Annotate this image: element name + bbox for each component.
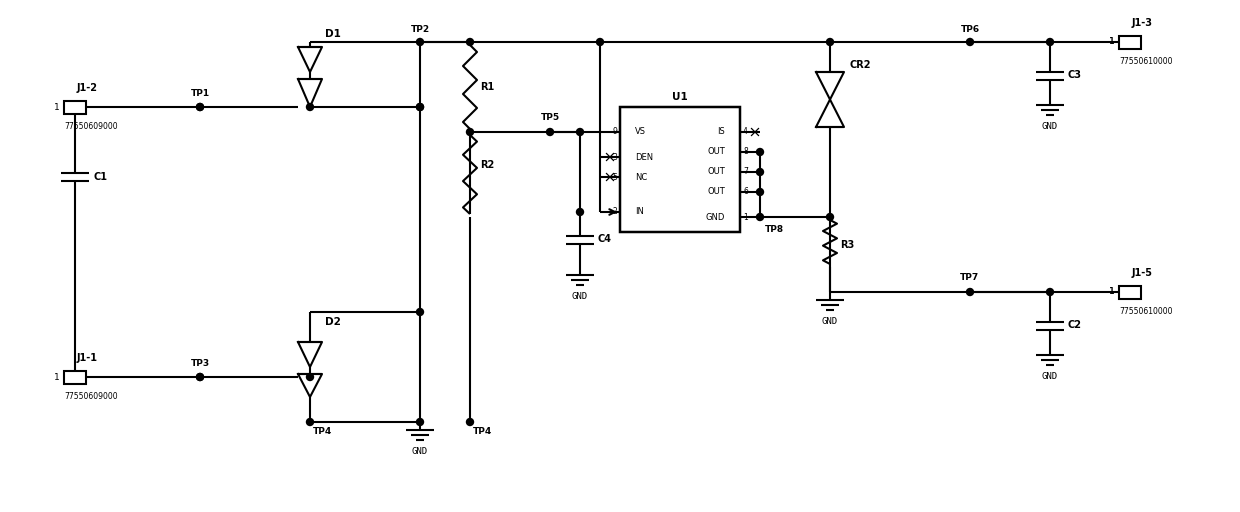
Circle shape	[756, 188, 764, 196]
Bar	[1118, 286, 1141, 298]
Circle shape	[417, 103, 424, 111]
Text: J1-3: J1-3	[1132, 18, 1153, 28]
Text: GND: GND	[706, 212, 725, 222]
Text: 5: 5	[613, 173, 618, 181]
Text: C2: C2	[1068, 319, 1083, 330]
Text: VS: VS	[635, 127, 646, 137]
Text: OUT: OUT	[707, 147, 725, 157]
Text: TP7: TP7	[960, 273, 980, 282]
Text: GND: GND	[1042, 122, 1058, 131]
Text: TP8: TP8	[765, 225, 784, 234]
Text: 1: 1	[1110, 37, 1115, 47]
Bar	[620, 107, 740, 232]
Text: D1: D1	[325, 29, 341, 39]
Circle shape	[577, 208, 584, 216]
Text: IN: IN	[635, 207, 644, 217]
Text: TP5: TP5	[541, 113, 559, 122]
Text: R2: R2	[480, 160, 495, 169]
Circle shape	[466, 38, 474, 46]
Text: C4: C4	[598, 233, 613, 244]
Circle shape	[196, 103, 203, 111]
Circle shape	[1047, 288, 1054, 295]
Text: IS: IS	[717, 127, 725, 137]
Text: GND: GND	[822, 317, 838, 326]
Text: GND: GND	[572, 292, 588, 301]
Circle shape	[966, 38, 973, 46]
Text: J1-2: J1-2	[77, 83, 98, 93]
Circle shape	[827, 214, 833, 221]
Text: R3: R3	[839, 240, 854, 249]
Text: J1-5: J1-5	[1132, 268, 1153, 278]
Text: GND: GND	[1042, 372, 1058, 381]
Circle shape	[196, 373, 203, 380]
Circle shape	[1047, 38, 1054, 46]
Circle shape	[547, 129, 553, 136]
Circle shape	[417, 418, 424, 425]
Circle shape	[577, 129, 584, 136]
Text: TP2: TP2	[410, 25, 429, 34]
Text: NC: NC	[635, 173, 647, 181]
Text: CR2: CR2	[849, 60, 870, 70]
Text: TP6: TP6	[961, 25, 980, 34]
Text: 1: 1	[1110, 288, 1115, 296]
Circle shape	[596, 38, 604, 46]
Circle shape	[756, 148, 764, 156]
Text: U1: U1	[672, 92, 688, 102]
Text: 2: 2	[613, 207, 618, 217]
Circle shape	[827, 38, 833, 46]
Text: 7: 7	[743, 167, 748, 177]
Text: 1: 1	[743, 212, 748, 222]
Text: 77550609000: 77550609000	[64, 122, 118, 131]
Circle shape	[196, 103, 203, 111]
Text: C1: C1	[93, 172, 107, 182]
Text: 77550610000: 77550610000	[1118, 57, 1173, 66]
Text: TP4: TP4	[472, 427, 492, 436]
Circle shape	[417, 103, 424, 111]
Text: 1: 1	[1110, 288, 1115, 296]
Text: D2: D2	[325, 317, 341, 327]
Text: OUT: OUT	[707, 167, 725, 177]
Circle shape	[417, 38, 424, 46]
Circle shape	[466, 129, 474, 136]
Circle shape	[466, 418, 474, 425]
Text: 4: 4	[743, 127, 748, 137]
Text: J1-1: J1-1	[77, 353, 98, 363]
Text: 1: 1	[55, 373, 60, 381]
Circle shape	[306, 103, 314, 111]
Circle shape	[306, 373, 314, 380]
Bar	[64, 371, 86, 383]
Text: 3: 3	[613, 153, 618, 161]
Text: 6: 6	[743, 187, 748, 197]
Circle shape	[196, 373, 203, 380]
Circle shape	[756, 214, 764, 221]
Text: 77550609000: 77550609000	[64, 392, 118, 401]
Text: R1: R1	[480, 82, 495, 92]
Text: C3: C3	[1068, 70, 1083, 79]
Text: 9: 9	[613, 127, 618, 137]
Text: 8: 8	[743, 147, 748, 157]
Text: 1: 1	[1110, 37, 1115, 47]
Circle shape	[306, 418, 314, 425]
Circle shape	[756, 168, 764, 176]
Bar	[1118, 35, 1141, 49]
Text: GND: GND	[412, 447, 428, 456]
Circle shape	[417, 309, 424, 315]
Bar	[64, 100, 86, 114]
Text: 1: 1	[55, 102, 60, 112]
Text: 77550610000: 77550610000	[1118, 307, 1173, 316]
Text: DEN: DEN	[635, 153, 653, 161]
Text: TP4: TP4	[312, 427, 332, 436]
Text: TP3: TP3	[191, 359, 210, 368]
Circle shape	[966, 288, 973, 295]
Text: OUT: OUT	[707, 187, 725, 197]
Text: TP1: TP1	[191, 89, 210, 98]
